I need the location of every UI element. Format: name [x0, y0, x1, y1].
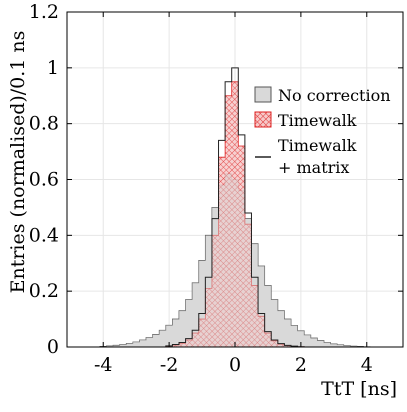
y-tick-label: 0	[47, 336, 59, 358]
y-tick-label: 0.6	[29, 169, 59, 191]
legend-label-timewalk-matrix: Timewalk + matrix	[278, 136, 357, 177]
legend-swatch-timewalk	[254, 111, 272, 128]
y-tick-label: 0.8	[29, 113, 59, 135]
x-tick-label: 2	[295, 354, 307, 376]
y-tick-label: 1	[47, 57, 59, 79]
x-tick-label: -2	[160, 354, 179, 376]
histogram-bars	[99, 67, 371, 348]
y-tick-label: 1.2	[29, 1, 59, 23]
legend-label-timewalk: Timewalk	[278, 111, 357, 130]
y-tick-label: 0.4	[29, 224, 59, 246]
x-tick-label: 4	[361, 354, 373, 376]
legend-label-line: + matrix	[278, 158, 349, 177]
series-no-correction-overlay	[99, 173, 371, 347]
legend-label-no-correction: No correction	[278, 86, 391, 105]
y-tick-label: 0.2	[29, 280, 59, 302]
series-timewalk-matrix	[165, 67, 305, 348]
x-tick-label: 0	[229, 354, 241, 376]
axis-ticks: -4 -2 0 2 4 0 0.2 0.4 0.6 0.8 1 1.2	[29, 1, 403, 376]
legend: No correction Timewalk Timewalk + matrix	[254, 86, 391, 177]
y-axis-title: Entries (normalised)/0.1 ns	[7, 31, 29, 294]
legend-label-line: Timewalk	[278, 136, 357, 155]
legend-swatch-no-correction	[254, 86, 272, 103]
x-tick-label: -4	[94, 354, 113, 376]
x-axis-title: TtT [ns]	[321, 378, 397, 400]
